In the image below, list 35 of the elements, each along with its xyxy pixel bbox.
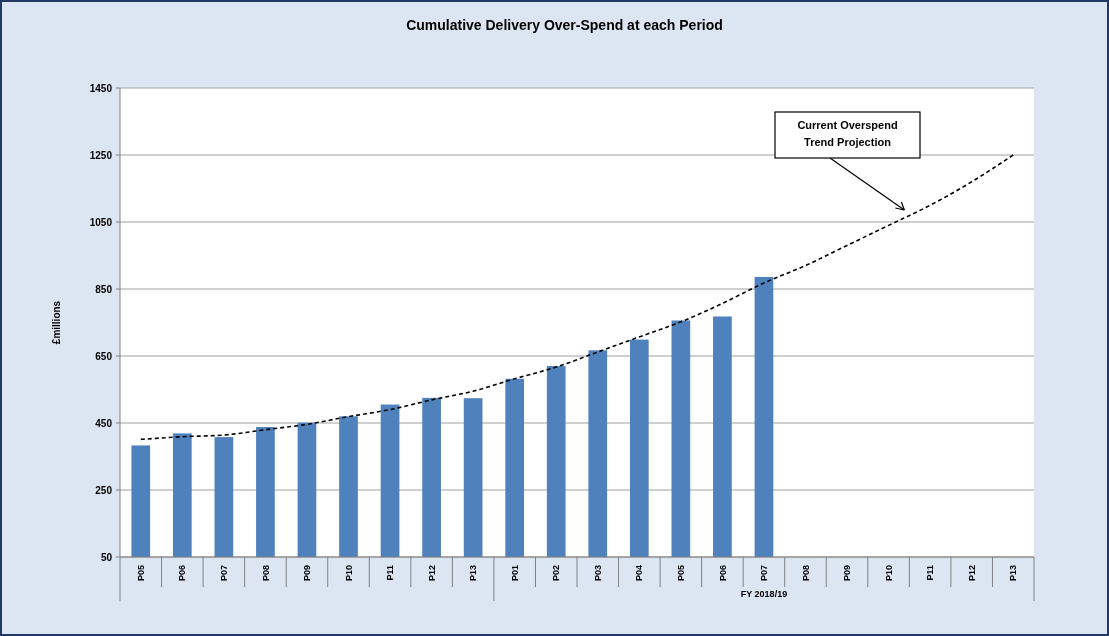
x-tick-label: P12 [426,565,437,582]
x-tick-label: P10 [883,565,894,582]
x-tick-label: P09 [842,565,853,582]
y-tick-label: 850 [95,283,113,295]
x-tick-label: P05 [676,565,687,582]
y-tick-label: 450 [95,417,113,429]
x-tick-label: P03 [592,565,603,582]
y-axis-title: £millions [51,300,62,345]
y-tick-label: 1450 [89,82,113,94]
x-tick-label: P06 [717,565,728,582]
y-tick-label: 1050 [89,216,113,228]
x-tick-label: P13 [468,565,479,582]
x-tick-label: P08 [260,565,271,582]
line-series [139,154,1015,441]
x-tick-label: P07 [219,565,230,582]
x-tick-label: P11 [925,565,936,581]
x-tick-label: P08 [800,565,811,582]
y-tick-label: 250 [95,484,113,496]
x-tick-label: P05 [135,565,146,582]
x-tick-label: P07 [759,565,770,582]
x-tick-label: P09 [302,565,313,582]
annotation: Current Overspend Trend Projection [797,119,898,148]
chart-title: Cumulative Delivery Over-Spend at each Period [406,17,723,33]
x-tick-label: P06 [177,565,188,582]
x-tick-label: P10 [343,565,354,582]
x-tick-label: P01 [509,565,520,582]
y-tick-label: 50 [100,551,113,563]
x-tick-label: P04 [634,565,645,582]
x-tick-label: P11 [385,565,396,581]
text: FY 2018/19 [740,589,788,599]
y-tick-label: 650 [95,350,113,362]
x-tick-label: P12 [966,565,977,582]
y-tick-label: 1250 [89,149,113,161]
x-tick-label: P02 [551,565,562,582]
x-tick-label: P13 [1008,565,1019,582]
